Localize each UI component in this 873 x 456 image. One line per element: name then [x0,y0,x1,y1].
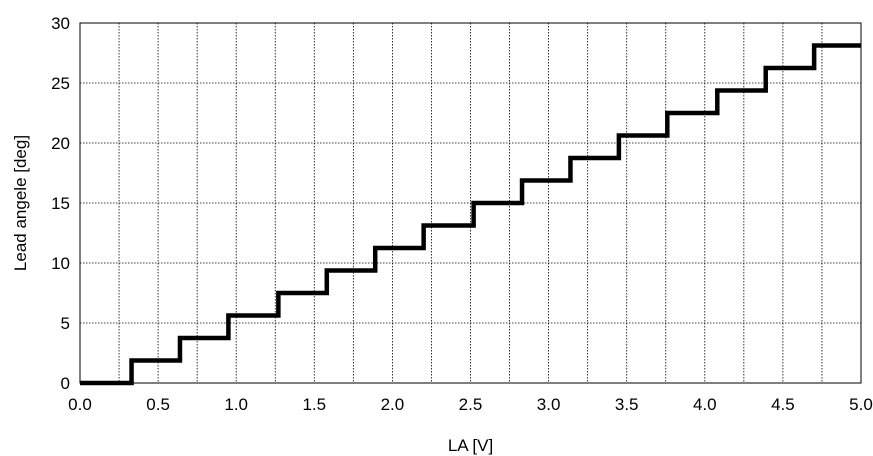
y-tick-label: 20 [51,134,70,153]
x-tick-label: 0.0 [68,395,92,414]
y-tick-label: 25 [51,74,70,93]
x-tick-label: 2.0 [381,395,405,414]
y-tick-label: 5 [61,314,70,333]
x-tick-label: 4.0 [693,395,717,414]
x-axis-title: LA [V] [448,436,493,455]
y-tick-label: 15 [51,194,70,213]
y-tick-labels: 0 5 10 15 20 25 30 [51,14,70,393]
x-tick-label: 1.0 [224,395,248,414]
y-tick-label: 0 [61,374,70,393]
x-tick-label: 5.0 [849,395,873,414]
plot-frame [79,22,862,384]
step-series-line [80,43,861,386]
x-tick-label: 2.5 [459,395,483,414]
x-tick-label: 1.5 [302,395,326,414]
y-tick-label: 10 [51,254,70,273]
x-tick-label: 3.0 [537,395,561,414]
y-tick-label: 30 [51,14,70,33]
x-tick-label: 3.5 [615,395,639,414]
x-tick-label: 0.5 [146,395,170,414]
x-tick-label: 4.5 [771,395,795,414]
grid [80,23,861,383]
y-axis-title: Lead angele [deg] [11,135,30,271]
x-tick-labels: 0.0 0.5 1.0 1.5 2.0 2.5 3.0 3.5 4.0 4.5 5.0 [68,395,873,414]
series-layer [79,43,862,386]
